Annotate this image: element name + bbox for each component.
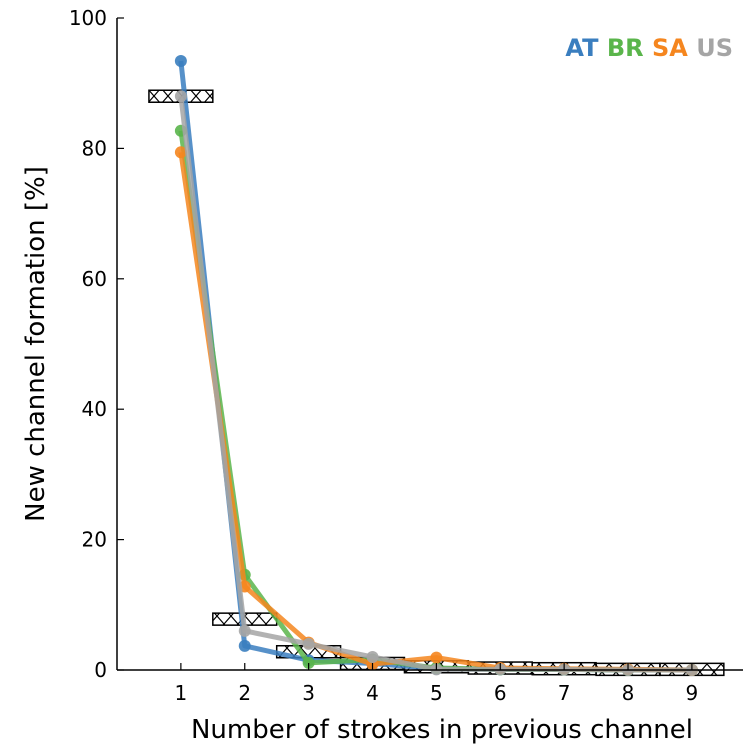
model-boxes xyxy=(148,89,725,677)
y-tick-label: 60 xyxy=(82,267,107,291)
x-tick-label: 5 xyxy=(430,681,443,705)
x-tick-label: 9 xyxy=(686,681,699,705)
series-sa xyxy=(174,146,698,676)
series-line xyxy=(178,95,692,673)
y-tick-label: 0 xyxy=(94,658,107,682)
x-axis-label: Number of strokes in previous channel xyxy=(191,715,693,745)
y-axis-label: New channel formation [%] xyxy=(21,166,51,522)
y-tick-label: 40 xyxy=(82,397,107,421)
x-tick-label: 2 xyxy=(238,681,251,705)
legend-entry-br: BR xyxy=(599,34,644,62)
axes-layer: 0 20 40 60 80 100 1 2 3 4 5 6 7 8 9 xyxy=(69,6,743,705)
legend-entry-sa: SA xyxy=(644,34,689,62)
y-tick-label: 20 xyxy=(82,528,107,552)
x-tick-label: 6 xyxy=(494,681,507,705)
series-line xyxy=(178,60,692,673)
data-point xyxy=(366,650,379,663)
data-point xyxy=(430,651,443,664)
data-point xyxy=(174,55,187,68)
x-tick-label: 7 xyxy=(558,681,571,705)
x-tick-label: 3 xyxy=(302,681,315,705)
x-tick-label: 1 xyxy=(175,681,188,705)
data-point xyxy=(174,90,187,103)
x-tick-label: 8 xyxy=(622,681,635,705)
data-point xyxy=(302,637,315,650)
x-tick-label: 4 xyxy=(366,681,379,705)
data-point xyxy=(238,624,251,637)
data-point xyxy=(238,639,251,652)
y-tick-label: 100 xyxy=(69,6,107,30)
data-point xyxy=(302,656,315,669)
data-point xyxy=(174,146,187,159)
series-layer xyxy=(174,55,698,676)
legend-text: AT BR SA US xyxy=(565,34,733,62)
legend-entry-us: US xyxy=(688,34,733,62)
legend-entry-at: AT xyxy=(565,34,599,62)
legend: AT BR SA US xyxy=(565,34,733,62)
series-line xyxy=(178,130,692,673)
y-tick-label: 80 xyxy=(82,136,107,160)
